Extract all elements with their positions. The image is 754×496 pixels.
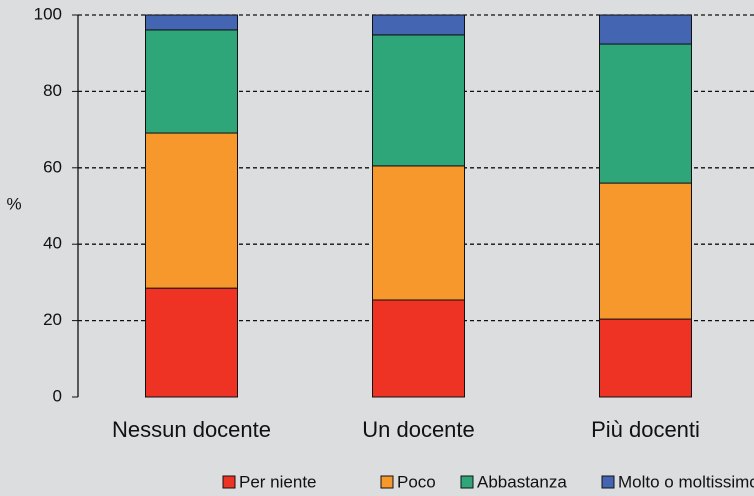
bar-segment [372, 34, 465, 167]
y-tick-label: 20 [43, 310, 62, 329]
bar-segment [145, 29, 238, 134]
bar-segment [372, 165, 465, 301]
y-tick-label: 60 [43, 157, 62, 176]
y-tick-label: 40 [43, 234, 62, 253]
x-tick-label: Più docenti [591, 417, 700, 442]
legend-swatch [601, 475, 615, 489]
x-tick-label: Nessun docente [112, 417, 271, 442]
bar-segment [599, 182, 692, 320]
bar-segment [372, 299, 465, 398]
bar-segment [145, 287, 238, 398]
legend-swatch [222, 475, 236, 489]
legend-swatch [460, 475, 474, 489]
y-tick-label: 100 [34, 4, 62, 23]
y-tick-label: 80 [43, 81, 62, 100]
legend-label: Per niente [239, 472, 317, 491]
bar-segment [145, 132, 238, 289]
y-axis-label: % [6, 194, 21, 213]
bar-segment [145, 14, 238, 31]
legend-label: Molto o moltissimo [618, 472, 754, 491]
bar-segment [599, 14, 692, 45]
bar-segment [599, 318, 692, 398]
x-tick-label: Un docente [362, 417, 475, 442]
bar-segment [372, 14, 465, 36]
legend-label: Abbastanza [477, 472, 567, 491]
y-tick-label: 0 [53, 386, 62, 405]
bar-segment [599, 43, 692, 184]
legend-label: Poco [397, 472, 436, 491]
legend-swatch [380, 475, 394, 489]
